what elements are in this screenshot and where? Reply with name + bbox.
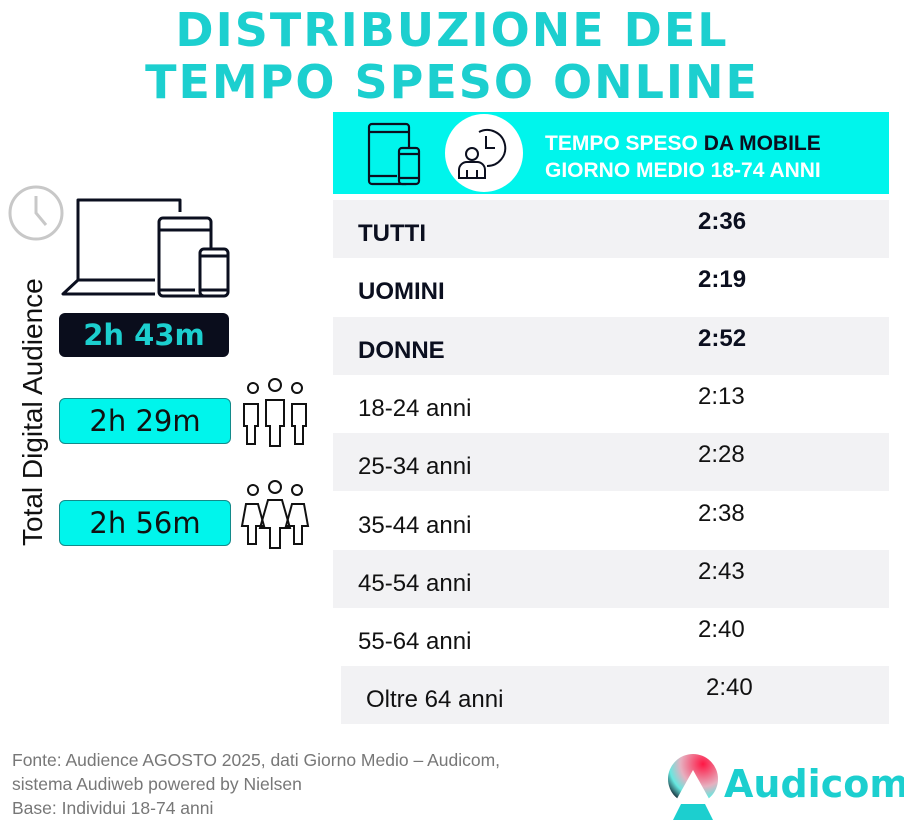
header-part2: DA MOBILE	[703, 132, 821, 155]
title-line-1: DISTRIBUZIONE DEL	[175, 3, 729, 57]
tablet-phone-icon	[367, 122, 421, 186]
title-line-2: TEMPO SPESO ONLINE	[145, 55, 759, 109]
men-time-badge: 2h 29m	[59, 398, 231, 444]
row-label: DONNE	[358, 336, 445, 364]
table-row: TUTTI 2:36	[333, 200, 889, 258]
header-part1: TEMPO SPESO	[545, 132, 704, 155]
user-clock-icon	[458, 129, 507, 179]
row-label: 25-34 anni	[358, 453, 472, 481]
user-clock-circle	[445, 114, 523, 192]
women-time-badge: 2h 56m	[59, 500, 231, 546]
audicom-logo-text: Audicom	[724, 762, 904, 806]
row-value: 2:19	[698, 266, 747, 294]
page-title: DISTRIBUZIONE DEL TEMPO SPESO ONLINE	[0, 4, 904, 108]
vertical-label: Total Digital Audience	[17, 278, 48, 546]
row-value: 2:52	[698, 324, 747, 352]
row-value: 2:36	[698, 208, 747, 235]
audicom-logo-icon	[668, 754, 718, 820]
row-label: UOMINI	[358, 278, 445, 306]
row-value: 2:40	[698, 616, 745, 644]
table-row: 25-34 anni 2:28	[333, 433, 889, 492]
table-row: DONNE 2:52	[333, 316, 889, 375]
row-value: 2:28	[698, 441, 745, 469]
row-label: 35-44 anni	[358, 511, 472, 539]
footer-line1: Fonte: Audience AGOSTO 2025, dati Giorno…	[12, 750, 501, 770]
header-line2: GIORNO MEDIO 18-74 ANNI	[545, 159, 821, 182]
row-label: 55-64 anni	[358, 628, 472, 656]
table-row: 45-54 anni 2:43	[333, 549, 889, 608]
table-row: 18-24 anni 2:13	[333, 375, 889, 433]
row-label: Oltre 64 anni	[366, 686, 504, 714]
table-row: 55-64 anni 2:40	[333, 608, 889, 666]
table-header: TEMPO SPESO DA MOBILE GIORNO MEDIO 18-74 …	[333, 112, 889, 194]
row-label: 45-54 anni	[358, 569, 472, 597]
row-value: 2:40	[706, 674, 753, 702]
men-group-icon	[243, 378, 307, 447]
total-time-badge: 2h 43m	[59, 313, 229, 357]
footer-line3: Base: Individui 18-74 anni	[12, 798, 214, 818]
table-row: UOMINI 2:19	[333, 258, 889, 316]
source-footnote: Fonte: Audience AGOSTO 2025, dati Giorno…	[12, 748, 500, 820]
row-value: 2:38	[698, 499, 745, 527]
table-row: 35-44 anni 2:38	[333, 492, 889, 550]
row-value: 2:13	[698, 382, 745, 410]
table-row: Oltre 64 anni 2:40	[341, 666, 889, 725]
row-value: 2:43	[698, 557, 745, 585]
footer-line2: sistema Audiweb powered by Nielsen	[12, 774, 302, 794]
header-text: TEMPO SPESO DA MOBILE GIORNO MEDIO 18-74 …	[545, 130, 821, 184]
clock-icon	[8, 185, 64, 241]
row-label: TUTTI	[358, 220, 426, 247]
row-label: 18-24 anni	[358, 394, 472, 422]
women-group-icon	[240, 480, 310, 549]
devices-icon	[61, 198, 230, 298]
